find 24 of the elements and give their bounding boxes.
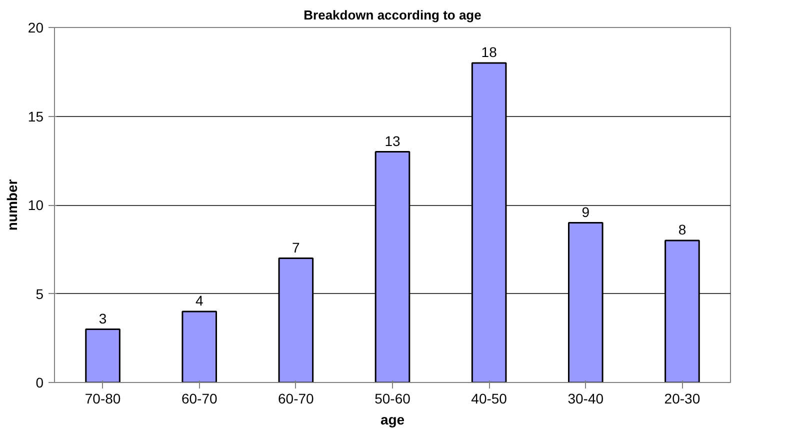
x-tick-label: 60-70 (181, 390, 218, 406)
data-label: 13 (384, 132, 400, 149)
x-tick-label: 60-70 (278, 390, 314, 406)
x-tick-label: 40-50 (471, 390, 508, 406)
data-label: 3 (98, 310, 107, 326)
x-tick-label: 50-60 (374, 390, 411, 406)
y-axis-title: number (4, 178, 20, 231)
data-label: 18 (481, 44, 498, 60)
x-tick-label: 20-30 (664, 390, 700, 406)
bar (85, 328, 120, 382)
x-tick-label: 70-80 (84, 390, 121, 406)
y-tick-label: 20 (28, 20, 44, 36)
bar (182, 310, 218, 382)
y-tick-label: 5 (36, 286, 44, 302)
x-tick-label: 30-40 (568, 390, 604, 406)
data-label: 8 (678, 222, 686, 238)
y-tick-label: 0 (36, 374, 44, 390)
x-axis-title: age (380, 412, 405, 428)
y-tick-label: 15 (28, 108, 44, 124)
data-label: 4 (195, 292, 204, 308)
data-label: 9 (582, 204, 590, 220)
data-label: 7 (292, 239, 300, 256)
chart-title: Breakdown according to age (304, 8, 482, 22)
y-tick-label: 10 (28, 197, 44, 213)
